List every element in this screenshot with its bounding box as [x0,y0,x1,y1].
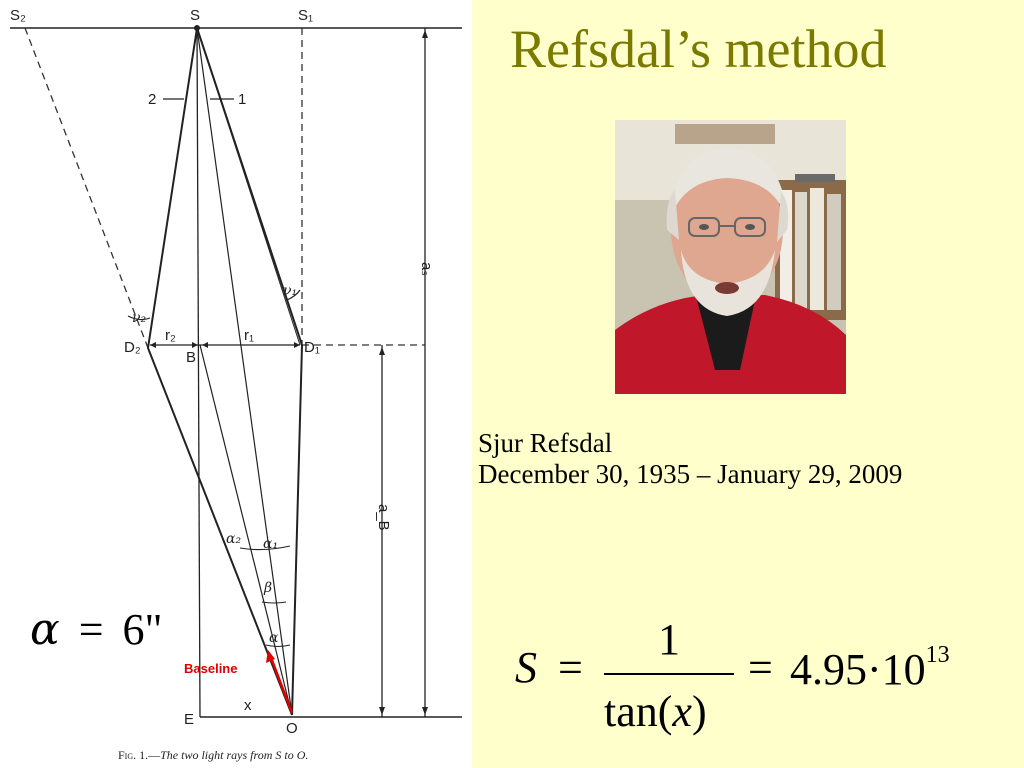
nu1-arc [286,289,301,301]
s-equals: = [558,643,583,692]
alpha-equals: = [78,605,104,654]
s-equals-2: = [748,643,773,692]
lens-observer-line [199,344,293,716]
s-lhs: S [515,643,537,692]
label-beta: β [263,580,272,596]
alpha-arc-low [265,644,291,648]
s-denominator: tan(x) [604,686,707,737]
axis-line [196,27,201,718]
label-alpha1: α₁ [263,536,278,552]
source-point [194,25,200,31]
nu2-arc [127,315,151,321]
caption-text: The two light rays from S to O. [160,748,309,762]
s-denominator-var: x [672,687,692,736]
label-r2: r₂ [165,327,176,344]
alpha-symbol: α [30,604,60,655]
baseline-arrow-line [268,654,294,714]
label-ab: a_B [375,504,392,531]
as-arrow-bottom [422,707,428,715]
label-e: E [184,711,194,728]
ab-arrow-bottom [379,707,385,715]
s-dot: · [867,645,882,694]
s-fraction-bar [604,673,734,675]
label-s1: S₁ [298,7,313,24]
label-d2: D₂ [124,339,141,356]
r1-arrow-left [202,342,208,348]
person-bio: Sjur Refsdal December 30, 1935 – January… [478,428,902,490]
diagram-panel: S S₁ S₂ 2 1 ν₁ ν₂ r₂ r₁ D₂ B D₁ aₛ a_B α… [0,0,472,768]
slide-title: Refsdal’s method [510,19,887,79]
alpha-value: 6 [122,605,145,654]
label-ray-1: 1 [238,91,246,108]
s-denominator-fn: tan( [604,687,673,736]
s2-dashed-line [24,27,149,349]
s-numerator: 1 [658,615,680,664]
figure-caption: Fig. 1.—The two light rays from S to O. [118,748,308,763]
label-r1: r₁ [244,327,254,344]
r2-arrow-left [150,342,156,348]
label-ray-2: 2 [148,91,156,108]
s-result: 4.95·1013 [790,642,950,695]
label-x: x [244,697,252,714]
baseline-arrowhead [266,650,275,663]
r2-arrow-right [192,342,198,348]
portrait-photo [615,120,846,394]
s-equation: S = 1 tan(x) = 4.95·1013 [490,600,1024,750]
s-base: 10 [881,645,926,694]
label-nu1: ν₁ [283,283,297,299]
as-arrow-top [422,30,428,38]
source-observer-line [196,27,293,716]
caption-fig-label: Fig. 1.— [118,748,161,762]
beta-arc [261,601,287,604]
label-s: S [190,7,200,24]
label-alpha2: α₂ [226,531,241,547]
person-name: Sjur Refsdal [478,428,613,458]
ray-1 [196,27,304,716]
label-baseline: Baseline [184,661,237,676]
label-alpha: α [269,630,279,646]
inner-line-1 [196,27,301,346]
alpha-arcs [239,545,291,551]
r1-arrow-right [294,342,300,348]
portrait-image [615,120,846,394]
ray-2 [146,27,293,716]
label-s2: S₂ [10,7,26,24]
label-as: aₛ [418,262,435,276]
label-b: B [186,349,196,366]
lens-diagram: S S₁ S₂ 2 1 ν₁ ν₂ r₂ r₁ D₂ B D₁ aₛ a_B α… [10,7,462,737]
s-mantissa: 4.95 [790,645,867,694]
ab-arrow-top [379,347,385,355]
alpha-unit: " [144,605,163,654]
label-d1: D₁ [304,339,320,356]
s-denominator-close: ) [691,687,707,736]
s-exponent: 13 [925,642,950,668]
label-nu2: ν₂ [132,310,147,326]
person-dates: December 30, 1935 – January 29, 2009 [478,459,903,489]
label-o: O [286,720,298,737]
alpha-equation: α = 6" [30,604,163,655]
